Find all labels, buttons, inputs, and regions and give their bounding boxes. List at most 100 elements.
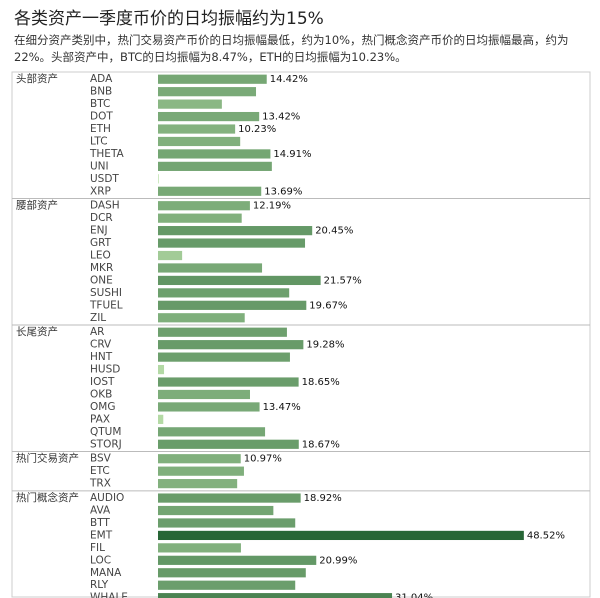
bar xyxy=(158,87,257,97)
category-label: IOST xyxy=(90,376,115,388)
bar xyxy=(158,580,296,590)
bar xyxy=(158,466,244,476)
value-label: 19.28% xyxy=(306,340,344,351)
bar xyxy=(158,136,241,147)
bar xyxy=(158,439,299,449)
value-label: 18.67% xyxy=(302,439,340,450)
chart-title: 各类资产一季度币价的日均振幅约为15% xyxy=(14,9,324,29)
category-label: DCR xyxy=(90,212,113,224)
value-label: 10.97% xyxy=(244,454,282,465)
bar xyxy=(158,327,287,337)
bar xyxy=(158,493,301,503)
chart-subtitle: 在细分资产类别中，热门交易资产币价的日均振幅最低，约为10%，热门概念资产币价的… xyxy=(14,33,569,64)
category-label: ONE xyxy=(90,274,113,286)
category-label: BSV xyxy=(90,453,112,465)
category-label: BTT xyxy=(90,517,110,529)
bar xyxy=(158,454,241,464)
bar xyxy=(158,543,241,553)
bar xyxy=(158,352,290,362)
bar xyxy=(158,74,267,84)
bar xyxy=(158,174,159,184)
bar xyxy=(158,389,250,400)
value-label: 12.19% xyxy=(253,201,291,212)
bar xyxy=(158,568,306,578)
bar xyxy=(158,201,250,211)
bar xyxy=(158,99,222,109)
group-label: 长尾资产 xyxy=(16,325,58,338)
category-label: SUSHI xyxy=(90,287,122,299)
category-label: AVA xyxy=(90,505,111,517)
category-label: FIL xyxy=(90,542,105,554)
category-label: TFUEL xyxy=(89,299,123,311)
category-label: ADA xyxy=(90,73,113,85)
category-label: XRP xyxy=(90,185,111,197)
category-label: LTC xyxy=(90,135,108,147)
value-label: 31.04% xyxy=(395,593,433,598)
category-label: BNB xyxy=(90,86,112,98)
group-label: 头部资产 xyxy=(16,72,58,85)
category-label: CRV xyxy=(90,339,112,351)
bar xyxy=(158,340,304,350)
category-label: ETH xyxy=(90,123,111,135)
bar xyxy=(158,530,524,541)
value-label: 13.42% xyxy=(262,112,300,123)
category-label: MKR xyxy=(90,262,113,274)
bar xyxy=(158,124,236,134)
bar xyxy=(158,263,263,273)
bar xyxy=(158,186,262,196)
category-label: AUDIO xyxy=(90,492,124,504)
bar xyxy=(158,402,260,412)
value-label: 13.47% xyxy=(263,402,301,413)
category-label: USDT xyxy=(90,173,119,185)
category-label: THETA xyxy=(89,148,125,160)
category-label: TRX xyxy=(89,478,111,490)
category-label: LEO xyxy=(90,250,111,262)
category-label: GRT xyxy=(90,237,112,249)
header: 各类资产一季度币价的日均振幅约为15% 在细分资产类别中，热门交易资产币价的日均… xyxy=(14,4,592,66)
category-label: AR xyxy=(90,326,104,338)
value-label: 18.92% xyxy=(304,493,342,504)
category-label: OMG xyxy=(90,401,115,413)
bar xyxy=(158,275,321,286)
category-label: MANA xyxy=(90,567,122,579)
category-label: BTC xyxy=(90,98,110,110)
value-label: 18.65% xyxy=(302,377,340,388)
category-label: OKB xyxy=(90,388,112,400)
category-label: PAX xyxy=(90,413,110,425)
value-label: 21.57% xyxy=(324,275,362,286)
bar xyxy=(158,149,271,159)
bar xyxy=(158,518,296,528)
bar xyxy=(158,414,164,424)
bar xyxy=(158,288,290,298)
category-label: WHALE xyxy=(90,592,128,598)
bar xyxy=(158,238,306,248)
category-label: STORJ xyxy=(90,438,122,450)
category-label: EMT xyxy=(90,529,113,541)
category-label: ZIL xyxy=(90,312,106,324)
bar xyxy=(158,377,299,387)
category-label: DOT xyxy=(90,111,113,123)
bar xyxy=(158,555,317,565)
group-label: 热门交易资产 xyxy=(16,452,79,465)
category-label: LOC xyxy=(90,554,111,566)
category-label: RLY xyxy=(90,579,109,591)
bar xyxy=(158,250,183,261)
value-label: 20.99% xyxy=(319,555,357,566)
bar xyxy=(158,593,393,598)
category-label: HNT xyxy=(90,351,113,363)
bar xyxy=(158,505,274,516)
value-label: 48.52% xyxy=(527,530,565,541)
bar xyxy=(158,111,260,122)
bar xyxy=(158,213,242,223)
category-label: QTUM xyxy=(90,426,121,438)
category-label: ENJ xyxy=(90,225,108,237)
group-label: 腰部资产 xyxy=(16,199,58,212)
value-label: 14.91% xyxy=(273,149,311,160)
value-label: 10.23% xyxy=(238,124,276,135)
category-label: UNI xyxy=(90,160,109,172)
bar xyxy=(158,427,266,437)
bar xyxy=(158,161,272,171)
value-label: 14.42% xyxy=(270,74,308,85)
